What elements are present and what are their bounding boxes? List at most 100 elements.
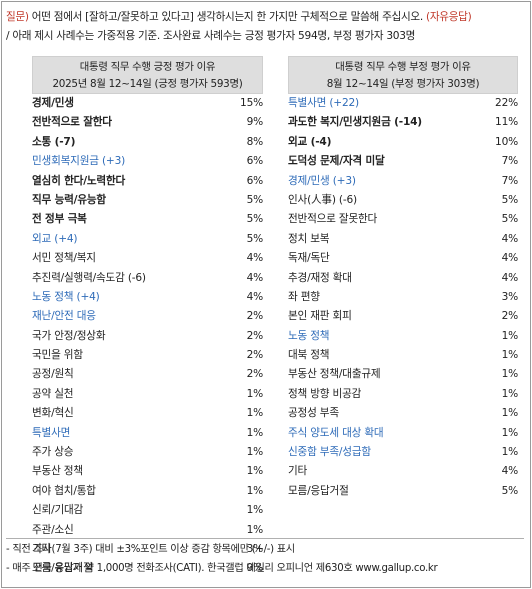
positive-reason-row: 노동 정책 (+4) 4%	[32, 288, 263, 307]
reason-percent: 2%	[246, 329, 264, 342]
footnote-change-marker: - 직전 조사(7월 3주) 대비 ±3%포인트 이상 증감 항목에만 (+/-…	[6, 544, 295, 555]
positive-reasons-column: 대통령 직무 수행 긍정 평가 이유 2025년 8월 12~14일 (긍정 평…	[32, 56, 263, 579]
positive-reason-row: 공약 실천 1%	[32, 385, 263, 404]
negative-reasons-column: 대통령 직무 수행 부정 평가 이유 8월 12~14일 (부정 평가자 303…	[288, 56, 518, 501]
reason-label: 직무 능력/유능함	[32, 193, 106, 206]
reason-percent: 5%	[246, 213, 264, 226]
positive-reason-row: 주가 상승 1%	[32, 443, 263, 462]
reason-label: 독재/독단	[288, 252, 330, 265]
reason-label: 부동산 정책/대출규제	[288, 368, 381, 381]
reason-percent: 5%	[501, 213, 519, 226]
negative-reason-row: 기타 4%	[288, 462, 518, 481]
negative-reason-row: 좌 편향 3%	[288, 288, 518, 307]
reason-label: 특별사면	[32, 426, 71, 439]
negative-reason-row: 도덕성 문제/자격 미달 7%	[288, 152, 518, 171]
reason-percent: 4%	[246, 290, 264, 303]
reason-percent: 3%	[246, 542, 264, 555]
negative-reason-row: 전반적으로 잘못한다 5%	[288, 210, 518, 229]
reason-label: 주가 상승	[32, 446, 74, 459]
negative-reasons-list: 특별사면 (+22) 22% 과도한 복지/민생지원금 (-14) 11% 외교 (-4…	[288, 94, 518, 501]
positive-header: 대통령 직무 수행 긍정 평가 이유 2025년 8월 12~14일 (긍정 평…	[32, 56, 263, 94]
reason-percent: 8%	[246, 135, 264, 148]
positive-subtitle: 2025년 8월 12~14일 (긍정 평가자 593명)	[52, 78, 243, 90]
reason-label: 공약 실천	[32, 387, 74, 400]
reason-percent: 4%	[501, 232, 519, 245]
reason-label: 부동산 정책	[32, 465, 83, 478]
reason-label: 전 정부 극복	[32, 213, 87, 226]
reason-label: 추경/재정 확대	[288, 271, 352, 284]
reason-percent: 4%	[501, 252, 519, 265]
positive-reason-row: 국가 안정/정상화 2%	[32, 327, 263, 346]
reason-percent: 3%	[501, 290, 519, 303]
reason-label: 모름/응답거절	[288, 484, 349, 497]
reason-percent: 5%	[501, 193, 519, 206]
positive-reason-row: 경제/민생 15%	[32, 94, 263, 113]
reason-label: 민생회복지원금 (+3)	[32, 155, 126, 168]
reason-percent: 1%	[501, 329, 519, 342]
reason-label: 노동 정책 (+4)	[32, 290, 100, 303]
reason-percent: 2%	[501, 310, 519, 323]
negative-reason-row: 인사(人事) (-6) 5%	[288, 191, 518, 210]
reason-label: 모름/응답거절	[32, 562, 93, 575]
positive-reasons-list: 경제/민생 15% 전반적으로 잘한다 9% 소통 (-7) 8% 민생회복지원금 (+3)…	[32, 94, 263, 579]
footnote-survey-source: - 매주 전국 유권자 약 1,000명 전화조사(CATI). 한국갤럽 데일…	[6, 563, 438, 574]
reason-percent: 10%	[495, 135, 518, 148]
positive-reason-row: 기타 3%	[32, 540, 263, 559]
reason-label: 대북 정책	[288, 349, 330, 362]
reason-label: 외교 (-4)	[288, 135, 332, 148]
negative-reason-row: 외교 (-4) 10%	[288, 133, 518, 152]
negative-header: 대통령 직무 수행 부정 평가 이유 8월 12~14일 (부정 평가자 303…	[288, 56, 518, 94]
positive-reason-row: 특별사면 1%	[32, 424, 263, 443]
positive-reason-row: 여야 협치/통합 1%	[32, 482, 263, 501]
reason-percent: 22%	[495, 97, 518, 109]
reason-label: 주식 양도세 대상 확대	[288, 426, 384, 439]
reason-label: 본인 재판 회피	[288, 310, 352, 323]
reason-label: 변화/혁신	[32, 407, 74, 420]
positive-reason-row: 민생회복지원금 (+3) 6%	[32, 152, 263, 171]
reason-percent: 1%	[501, 368, 519, 381]
reason-percent: 1%	[501, 387, 519, 400]
negative-reason-row: 모름/응답거절 5%	[288, 482, 518, 501]
reason-label: 정책 방향 비공감	[288, 387, 362, 400]
reason-percent: 7%	[501, 174, 519, 187]
positive-reason-row: 외교 (+4) 5%	[32, 230, 263, 249]
reason-percent: 15%	[240, 97, 263, 109]
reason-label: 경제/민생 (+3)	[288, 174, 356, 187]
reason-label: 신중함 부족/성급함	[288, 446, 371, 459]
reason-percent: 1%	[246, 504, 264, 517]
positive-reason-row: 서민 정책/복지 4%	[32, 249, 263, 268]
reason-percent: 2%	[246, 310, 264, 323]
reason-label: 국민을 위함	[32, 349, 83, 362]
reason-label: 경제/민생	[32, 97, 74, 109]
reason-percent: 4%	[501, 271, 519, 284]
reason-percent: 4%	[501, 465, 519, 478]
positive-reason-row: 신뢰/기대감 1%	[32, 501, 263, 520]
negative-reason-row: 노동 정책 1%	[288, 327, 518, 346]
reason-label: 열심히 한다/노력한다	[32, 174, 126, 187]
reason-label: 정치 보복	[288, 232, 330, 245]
reason-percent: 4%	[246, 271, 264, 284]
reason-label: 신뢰/기대감	[32, 504, 84, 517]
negative-reason-row: 과도한 복지/민생지원금 (-14) 11%	[288, 113, 518, 132]
reason-label: 인사(人事) (-6)	[288, 193, 357, 206]
reason-percent: 5%	[501, 484, 519, 497]
reason-percent: 2%	[246, 368, 264, 381]
reason-percent: 1%	[501, 426, 519, 439]
question-response-type: (자유응답)	[426, 11, 472, 23]
question-block: 질문) 어떤 점에서 [잘하고/잘못하고 있다고] 생각하시는지 한 가지만 구…	[6, 8, 526, 46]
reason-percent: 1%	[246, 407, 264, 420]
positive-reason-row: 열심히 한다/노력한다 6%	[32, 172, 263, 191]
positive-reason-row: 변화/혁신 1%	[32, 404, 263, 423]
reason-percent: 1%	[246, 426, 264, 439]
reason-label: 전반적으로 잘한다	[32, 116, 112, 129]
negative-reason-row: 정책 방향 비공감 1%	[288, 385, 518, 404]
positive-reason-row: 소통 (-7) 8%	[32, 133, 263, 152]
negative-reason-row: 추경/재정 확대 4%	[288, 269, 518, 288]
reason-percent: 1%	[501, 446, 519, 459]
reason-label: 특별사면 (+22)	[288, 97, 359, 109]
reason-percent: 5%	[246, 193, 264, 206]
reason-percent: 2%	[246, 349, 264, 362]
reason-percent: 1%	[246, 387, 264, 400]
positive-reason-row: 부동산 정책 1%	[32, 462, 263, 481]
